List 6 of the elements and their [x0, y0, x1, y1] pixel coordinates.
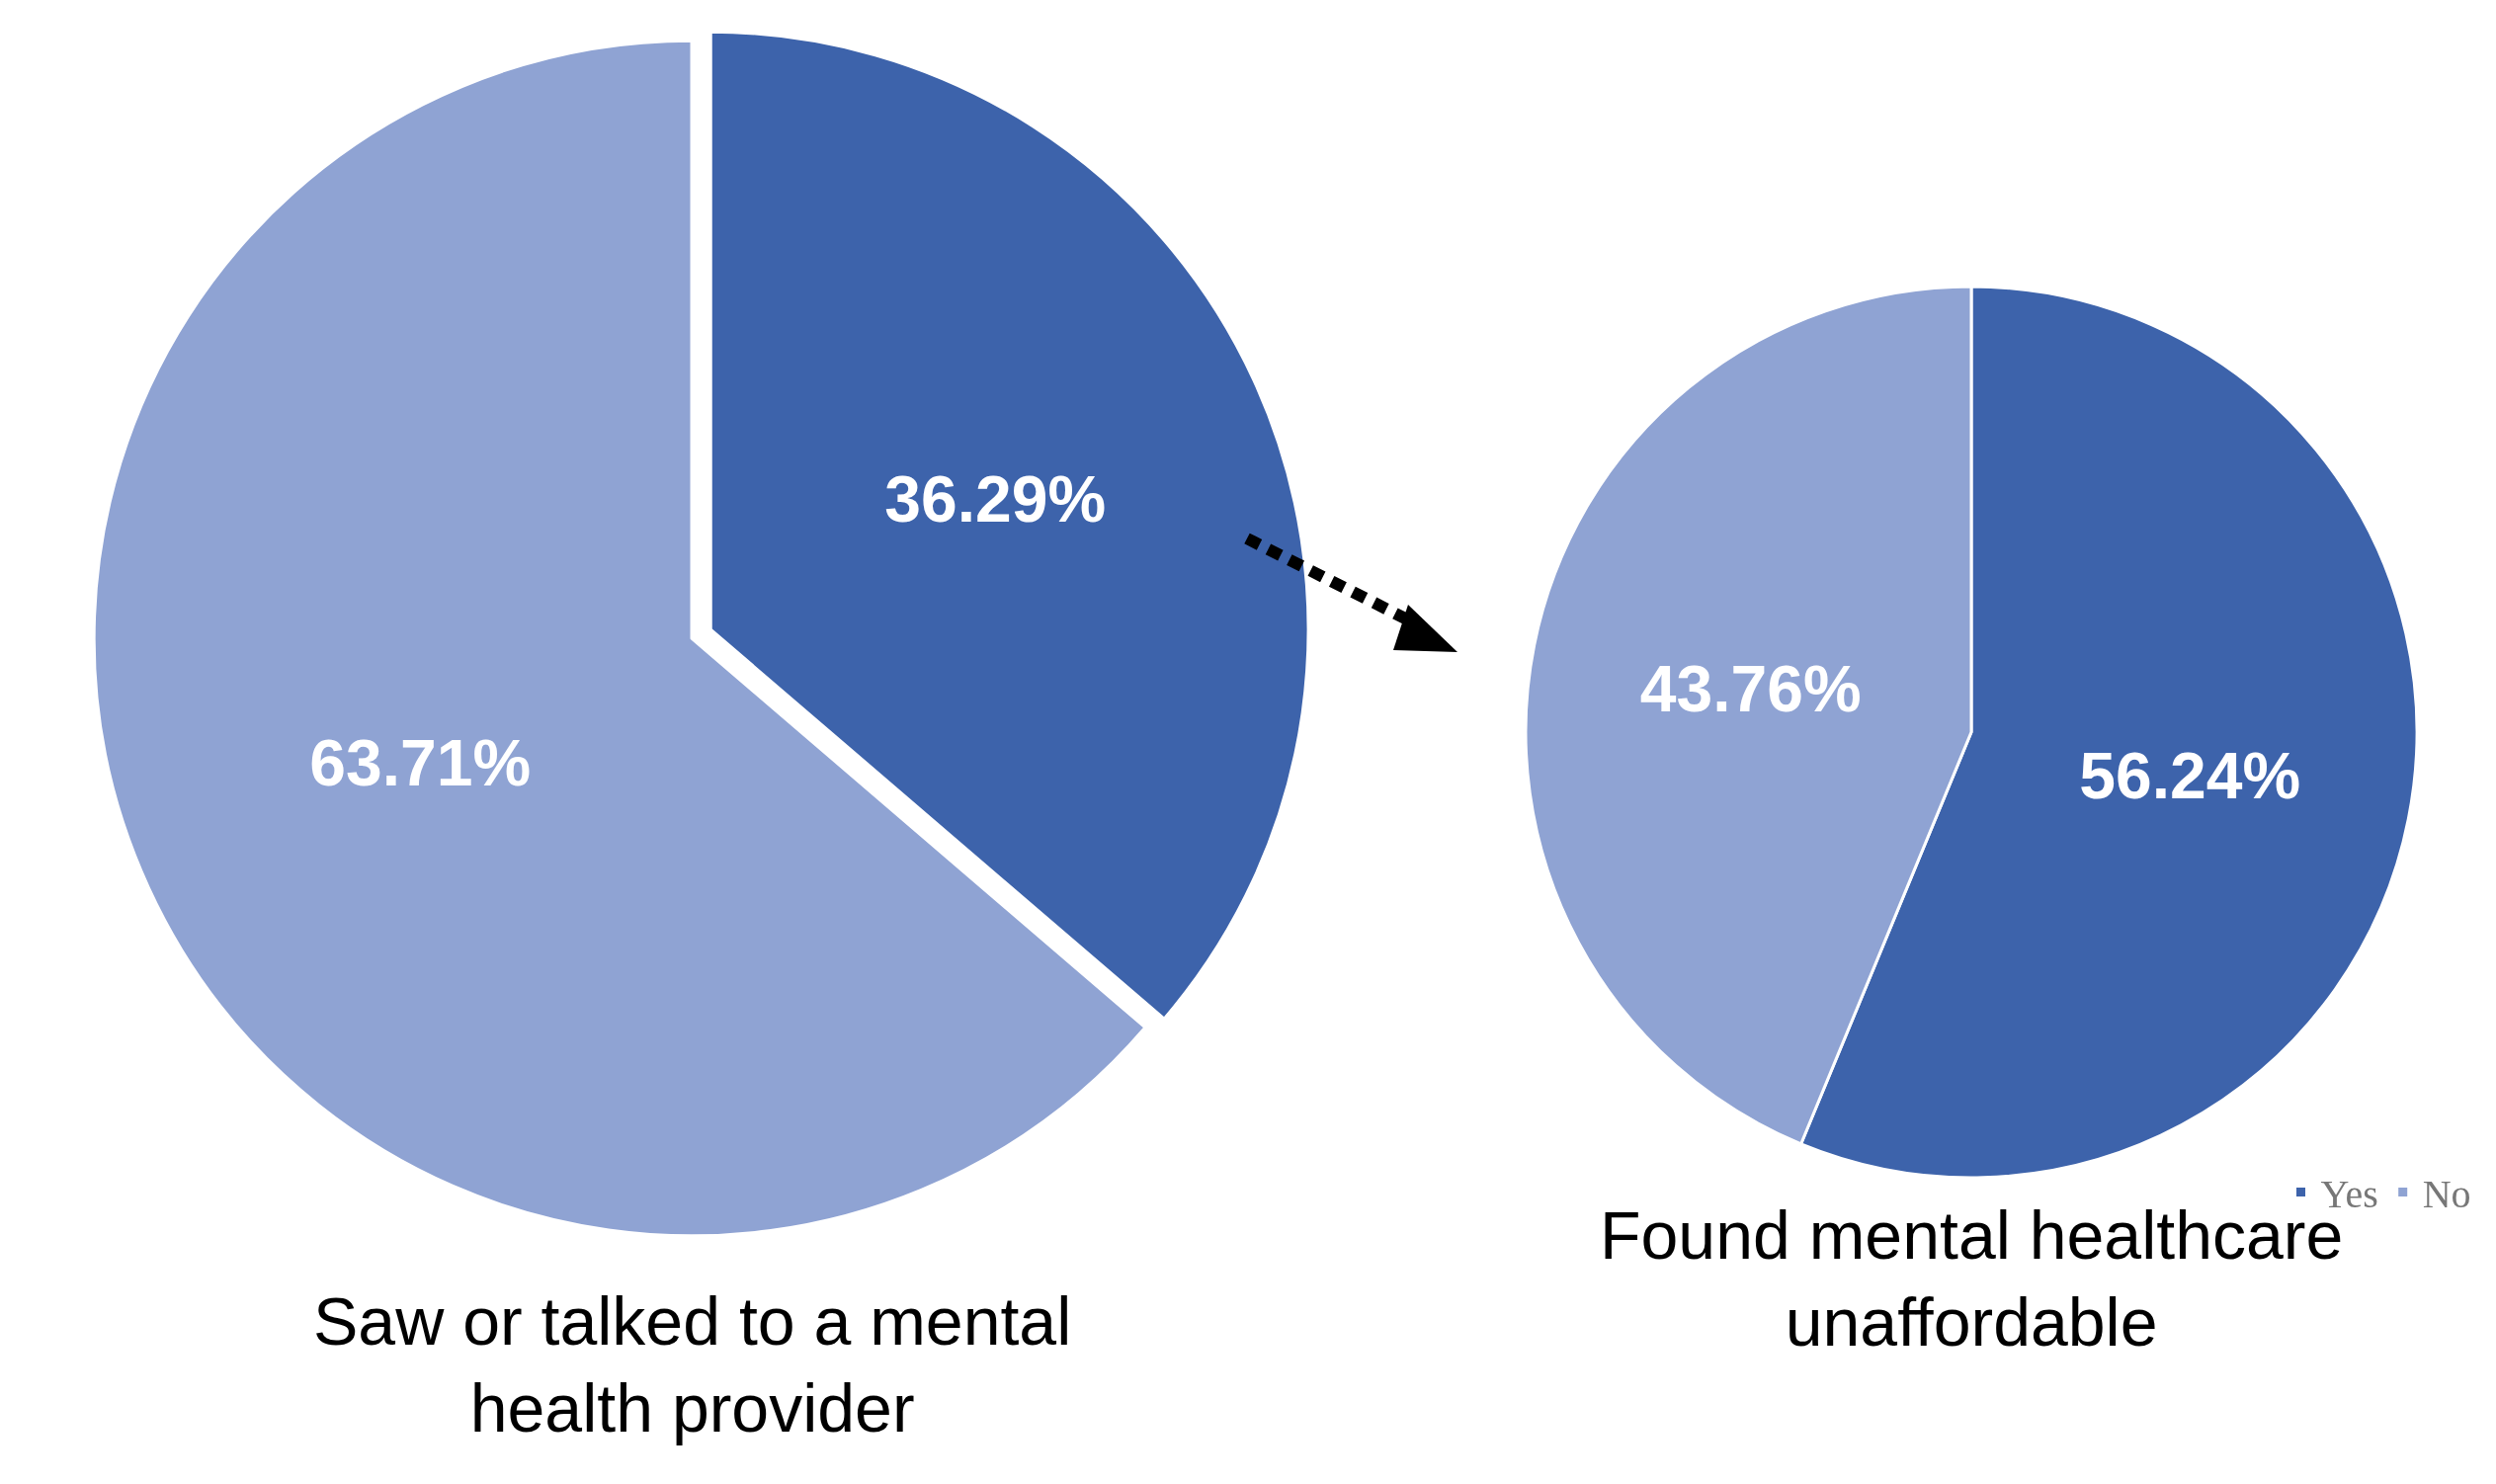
data-label: 36.29%	[884, 461, 1107, 536]
data-label: 43.76%	[1639, 651, 1862, 725]
legend-label: No	[2422, 1172, 2471, 1217]
data-label: 56.24%	[2079, 738, 2301, 812]
text: Saw or talked to a mental health provider	[313, 1283, 1072, 1446]
data-label: 63.71%	[309, 726, 532, 800]
